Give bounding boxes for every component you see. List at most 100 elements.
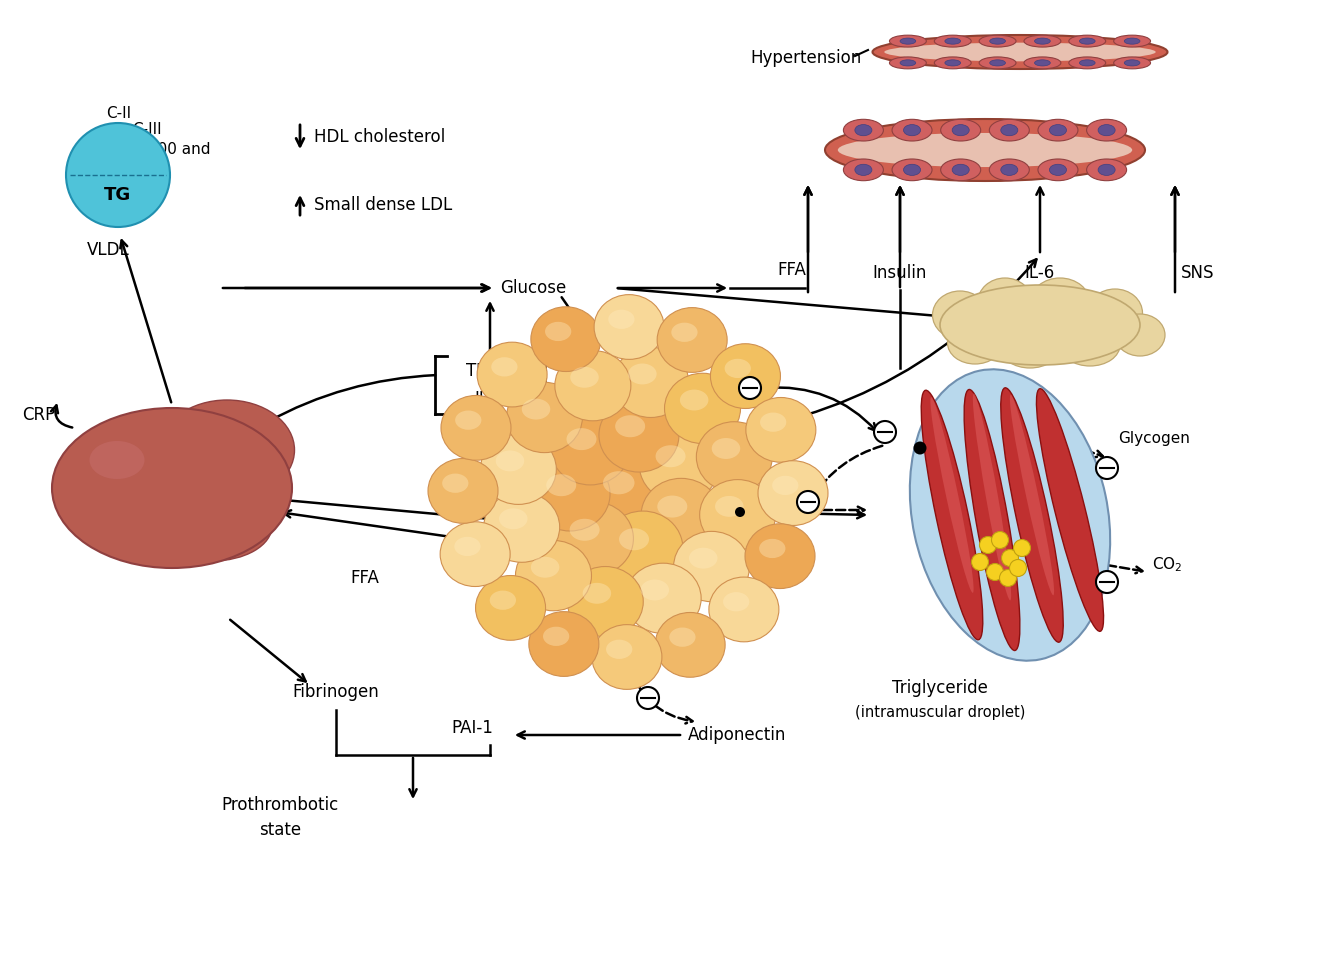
Ellipse shape [490,590,515,610]
Text: Small dense LDL: Small dense LDL [314,196,452,214]
Ellipse shape [567,567,643,636]
Ellipse shape [855,124,872,136]
Ellipse shape [892,120,931,141]
Ellipse shape [1035,38,1051,44]
Ellipse shape [1098,124,1116,136]
Ellipse shape [655,612,725,678]
Ellipse shape [945,38,961,44]
Ellipse shape [1124,38,1140,44]
Ellipse shape [665,373,741,443]
Ellipse shape [545,322,571,341]
Text: Glucose: Glucose [500,279,566,297]
Ellipse shape [1000,124,1018,136]
Ellipse shape [689,547,718,568]
Circle shape [1014,540,1031,557]
Ellipse shape [1000,388,1063,642]
Ellipse shape [939,285,1140,365]
Text: C-III: C-III [132,122,162,138]
Text: FFA: FFA [351,569,379,587]
Text: Glycogen: Glycogen [1118,431,1190,446]
Ellipse shape [477,343,547,407]
Ellipse shape [900,60,916,66]
Ellipse shape [1069,56,1105,69]
Text: TNF-$\alpha$: TNF-$\alpha$ [465,362,515,380]
Ellipse shape [440,522,510,587]
Ellipse shape [599,398,678,472]
Ellipse shape [1098,165,1116,175]
Ellipse shape [844,120,884,141]
Ellipse shape [641,478,721,552]
Ellipse shape [152,491,272,561]
Ellipse shape [953,124,969,136]
Ellipse shape [484,492,559,563]
Ellipse shape [745,523,815,589]
Ellipse shape [884,43,1155,61]
Ellipse shape [1035,60,1051,66]
Ellipse shape [1024,35,1061,47]
Ellipse shape [889,56,926,69]
Ellipse shape [921,390,983,640]
Text: Insulin: Insulin [873,264,928,282]
Ellipse shape [910,369,1110,660]
Ellipse shape [700,479,775,550]
Ellipse shape [934,56,971,69]
Ellipse shape [941,159,980,181]
Text: PAI-1: PAI-1 [451,719,493,737]
Ellipse shape [570,367,599,388]
Ellipse shape [1124,60,1140,66]
Ellipse shape [669,628,696,647]
Ellipse shape [522,399,550,419]
Circle shape [1096,457,1118,479]
Ellipse shape [697,422,772,492]
Ellipse shape [657,307,727,372]
Ellipse shape [567,428,596,450]
Ellipse shape [855,165,872,175]
Ellipse shape [456,411,481,430]
Ellipse shape [657,496,688,518]
Text: Hypertension: Hypertension [750,49,861,67]
Circle shape [637,687,659,709]
Ellipse shape [492,357,518,376]
Ellipse shape [761,412,786,432]
Ellipse shape [531,307,600,371]
Ellipse shape [872,35,1167,69]
Text: Fibrinogen: Fibrinogen [292,683,379,701]
Circle shape [1002,549,1019,567]
Ellipse shape [1116,314,1165,356]
Text: CO$_2$: CO$_2$ [1151,556,1182,574]
Ellipse shape [892,159,931,181]
Ellipse shape [543,627,570,646]
Ellipse shape [583,583,611,604]
Ellipse shape [680,389,709,411]
Circle shape [1010,560,1027,576]
Ellipse shape [709,577,779,642]
Ellipse shape [710,344,780,409]
Ellipse shape [656,445,685,467]
Ellipse shape [625,563,701,634]
Ellipse shape [672,323,697,342]
Ellipse shape [1036,389,1104,632]
Ellipse shape [612,347,689,417]
Ellipse shape [570,519,600,541]
Circle shape [1096,571,1118,593]
Ellipse shape [1086,159,1126,181]
Circle shape [874,421,896,443]
Circle shape [991,531,1008,548]
Ellipse shape [941,120,980,141]
Ellipse shape [615,415,645,437]
Circle shape [987,564,1003,581]
Ellipse shape [1010,394,1055,595]
Ellipse shape [723,592,750,612]
Ellipse shape [953,165,969,175]
Text: Insulin: Insulin [950,389,1004,407]
Ellipse shape [506,383,583,453]
Ellipse shape [586,454,670,531]
Ellipse shape [1113,35,1150,47]
Ellipse shape [550,411,631,485]
Ellipse shape [546,475,576,496]
Ellipse shape [1030,278,1090,328]
Ellipse shape [979,35,1016,47]
Ellipse shape [934,35,971,47]
Circle shape [979,537,996,553]
Ellipse shape [990,120,1030,141]
